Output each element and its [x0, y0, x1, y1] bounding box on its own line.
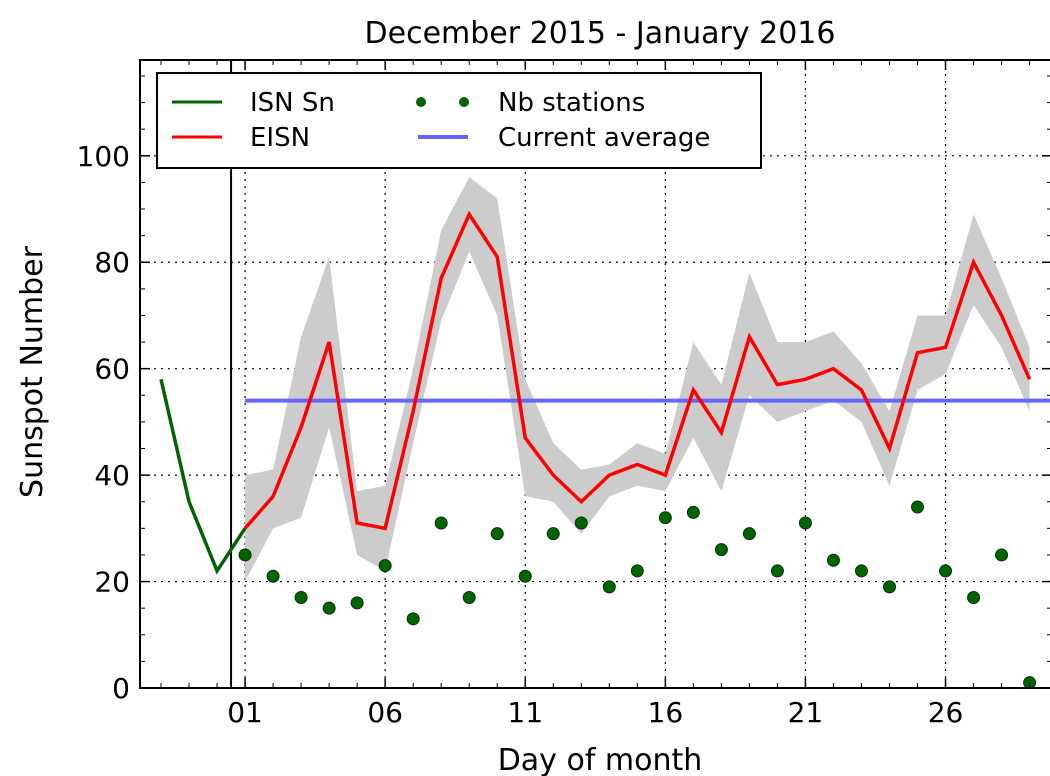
nb-stations-point: [350, 596, 364, 610]
nb-stations-point: [322, 601, 336, 615]
y-tick-label: 40: [94, 459, 130, 492]
x-tick-label: 06: [367, 696, 403, 729]
y-tick-labels: 0 20 40 60 80 100: [77, 140, 130, 705]
nb-stations-point: [995, 548, 1009, 562]
nb-stations-point: [911, 500, 925, 514]
nb-stations-point: [378, 559, 392, 573]
y-tick-label: 80: [94, 246, 130, 279]
x-tick-label: 11: [507, 696, 543, 729]
nb-stations-point: [882, 580, 896, 594]
nb-stations-point: [1023, 676, 1037, 688]
legend-swatch-nb-stations-2: [459, 97, 469, 107]
y-tick-label: 0: [112, 672, 130, 705]
legend-label-eisn: EISN: [250, 123, 310, 153]
nb-stations-point: [602, 580, 616, 594]
nb-stations-point: [658, 511, 672, 525]
legend-swatch-nb-stations-1: [416, 97, 426, 107]
plot-area: [159, 60, 1050, 688]
nb-stations-point: [238, 548, 252, 562]
x-tick-label: 26: [928, 696, 964, 729]
x-axis-title: Day of month: [498, 743, 703, 776]
nb-stations-point: [462, 591, 476, 605]
nb-stations-point: [406, 612, 420, 626]
plot-frame: [139, 59, 1050, 689]
axis-ticks: [140, 60, 1050, 689]
nb-stations-point: [434, 516, 448, 530]
legend-box: [156, 72, 762, 169]
legend-label-current-average: Current average: [498, 123, 710, 153]
nb-stations-point: [967, 591, 981, 605]
nb-stations-point: [714, 543, 728, 557]
nb-stations-point: [518, 569, 532, 583]
legend-label-nb-stations: Nb stations: [498, 88, 645, 118]
nb-stations-point: [798, 516, 812, 530]
nb-stations-point: [546, 527, 560, 541]
nb-stations-point: [826, 553, 840, 567]
legend: ISN Sn Nb stations EISN Current average: [156, 72, 762, 169]
nb-stations-point: [630, 564, 644, 578]
nb-stations-point: [490, 527, 504, 541]
x-tick-label: 16: [648, 696, 684, 729]
nb-stations-point: [742, 527, 756, 541]
nb-stations-point: [770, 564, 784, 578]
legend-label-isn-sn: ISN Sn: [250, 88, 335, 118]
isn-sn-line: [159, 378, 247, 575]
nb-stations-point: [266, 569, 280, 583]
nb-stations-point: [574, 516, 588, 530]
x-tick-labels: 01 06 11 16 21 26: [227, 696, 963, 729]
y-axis-title: Sunspot Number: [15, 245, 50, 498]
x-tick-label: 01: [227, 696, 263, 729]
y-tick-label: 20: [94, 566, 130, 599]
nb-stations-point: [939, 564, 953, 578]
eisn-line: [243, 210, 1032, 531]
eisn-uncertainty-band: [245, 177, 1030, 582]
y-tick-label: 60: [94, 353, 130, 386]
y-tick-label: 100: [77, 140, 130, 173]
nb-stations-point: [854, 564, 868, 578]
nb-stations-point: [686, 505, 700, 519]
x-tick-label: 21: [788, 696, 824, 729]
chart-title: December 2015 - January 2016: [365, 16, 836, 51]
nb-stations-point: [294, 591, 308, 605]
